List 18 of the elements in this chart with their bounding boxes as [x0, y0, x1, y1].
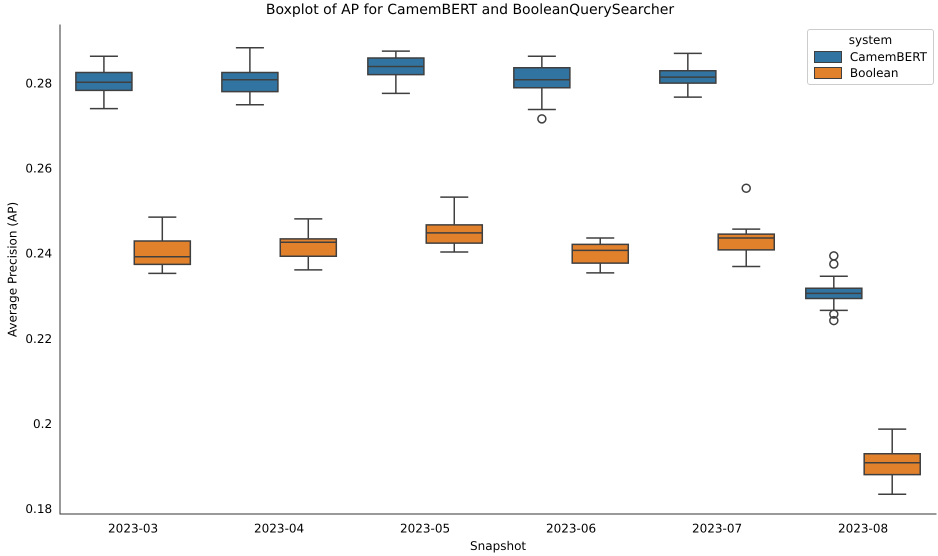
x-tick-label: 2023-05: [400, 522, 450, 536]
x-axis-title: Snapshot: [470, 538, 526, 553]
y-tick-label: 0.2: [33, 416, 52, 431]
legend-label: Boolean: [850, 66, 898, 80]
y-tick-label: 0.18: [25, 502, 52, 516]
y-tick-label: 0.24: [25, 246, 52, 261]
chart-title: Boxplot of AP for CamemBERT and BooleanQuerySearcher: [266, 2, 674, 18]
y-tick-label: 0.26: [25, 162, 52, 176]
legend-title: system: [848, 32, 894, 47]
y-tick-label: 0.28: [25, 76, 52, 91]
legend-label: CamemBERT: [850, 50, 927, 64]
x-tick-label: 2023-03: [108, 522, 158, 536]
x-tick-label: 2023-06: [546, 522, 596, 536]
y-tick-label: 0.22: [25, 332, 52, 346]
x-tick-label: 2023-04: [254, 522, 304, 536]
y-axis-title: Average Precision (AP): [5, 202, 20, 338]
x-tick-label: 2023-08: [838, 522, 888, 536]
x-tick-label: 2023-07: [692, 522, 742, 536]
